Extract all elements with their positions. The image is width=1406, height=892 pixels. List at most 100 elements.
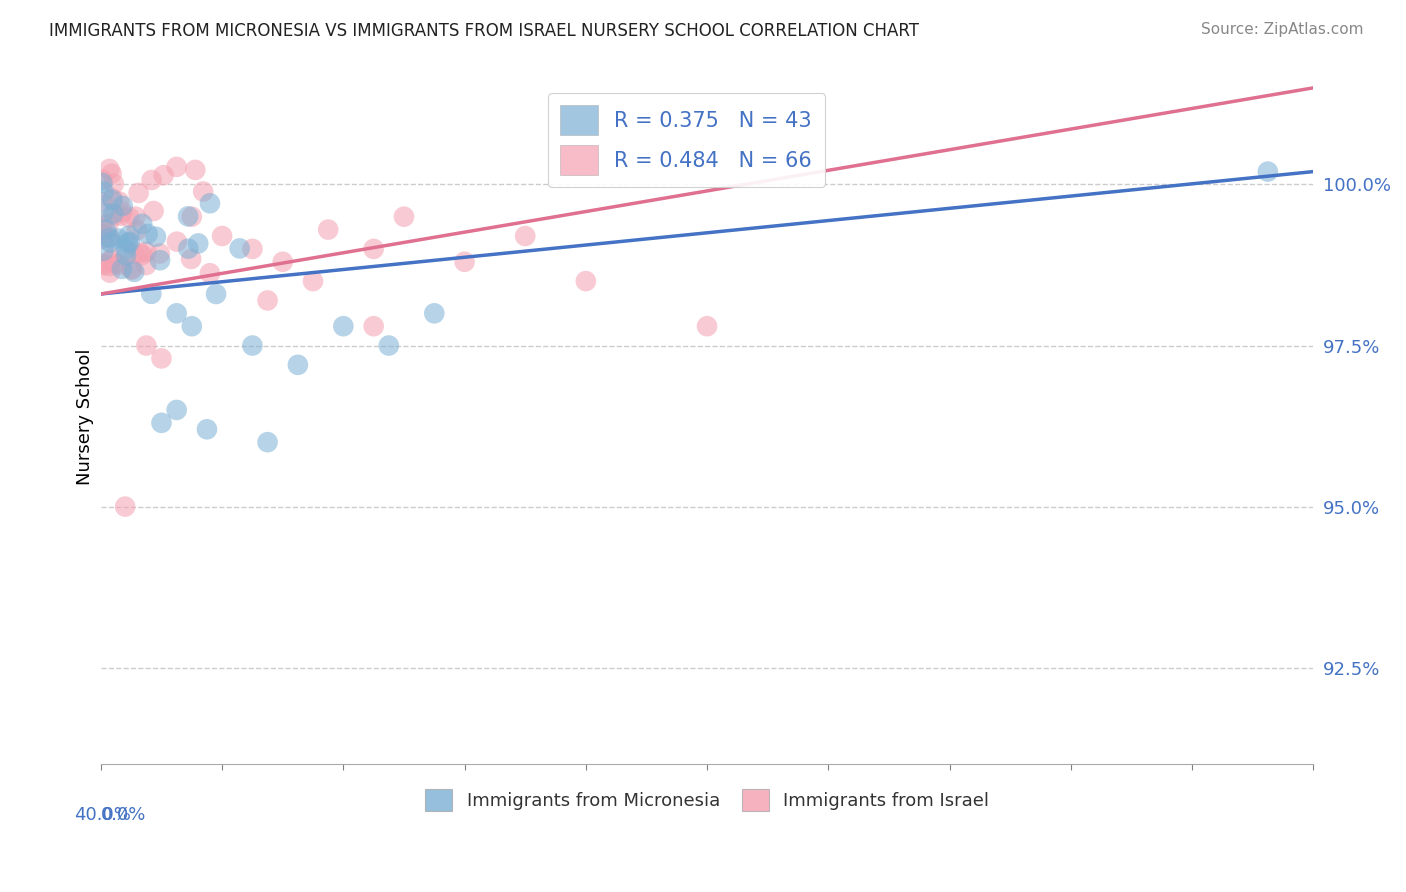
Point <box>696 319 718 334</box>
Point <box>118 235 141 249</box>
Point <box>120 261 142 276</box>
Point <box>131 217 153 231</box>
Point <box>97 217 120 231</box>
Point <box>114 500 136 514</box>
Point <box>205 287 228 301</box>
Point <box>91 176 114 190</box>
Point <box>111 199 134 213</box>
Point <box>91 216 114 230</box>
Point <box>187 236 209 251</box>
Point <box>128 245 150 260</box>
Point <box>135 258 157 272</box>
Point <box>453 254 475 268</box>
Point <box>98 231 121 245</box>
Point <box>101 193 124 207</box>
Point <box>121 262 143 277</box>
Point <box>100 167 122 181</box>
Point <box>91 195 114 210</box>
Point <box>287 358 309 372</box>
Point <box>198 196 221 211</box>
Point <box>332 319 354 334</box>
Point <box>93 244 115 258</box>
Point <box>135 244 157 259</box>
Point <box>145 229 167 244</box>
Point <box>103 177 125 191</box>
Point <box>108 194 131 209</box>
Point <box>103 206 125 220</box>
Point <box>118 228 141 243</box>
Point <box>195 422 218 436</box>
Text: Source: ZipAtlas.com: Source: ZipAtlas.com <box>1201 22 1364 37</box>
Point <box>98 266 121 280</box>
Point <box>228 241 250 255</box>
Point <box>117 236 139 251</box>
Point <box>256 293 278 308</box>
Point <box>103 257 125 271</box>
Point <box>131 248 153 262</box>
Y-axis label: Nursery School: Nursery School <box>76 348 94 484</box>
Point <box>184 162 207 177</box>
Point <box>363 319 385 334</box>
Point <box>93 185 115 199</box>
Point <box>302 274 325 288</box>
Point <box>515 229 537 244</box>
Point <box>122 265 145 279</box>
Point <box>149 253 172 268</box>
Point <box>100 253 122 268</box>
Point <box>177 210 200 224</box>
Point <box>136 227 159 241</box>
Point <box>91 227 114 241</box>
Legend: Immigrants from Micronesia, Immigrants from Israel: Immigrants from Micronesia, Immigrants f… <box>418 781 997 818</box>
Point <box>149 246 172 260</box>
Point <box>152 168 174 182</box>
Point <box>177 242 200 256</box>
Point <box>166 403 188 417</box>
Point <box>111 261 134 276</box>
Point <box>101 251 124 265</box>
Point <box>98 230 121 244</box>
Point <box>91 258 114 272</box>
Point <box>93 205 115 219</box>
Point <box>166 160 188 174</box>
Point <box>242 242 264 256</box>
Point <box>118 211 141 225</box>
Point <box>115 249 138 263</box>
Point <box>150 351 173 366</box>
Point <box>111 205 134 219</box>
Point <box>125 223 148 237</box>
Point <box>141 286 163 301</box>
Text: 0.0%: 0.0% <box>101 806 146 824</box>
Point <box>211 229 233 244</box>
Point <box>180 252 202 266</box>
Point <box>142 204 165 219</box>
Point <box>94 223 117 237</box>
Point <box>363 242 385 256</box>
Point <box>122 246 145 260</box>
Point <box>135 338 157 352</box>
Point <box>180 319 202 334</box>
Text: 40.0%: 40.0% <box>75 806 131 824</box>
Point <box>423 306 446 320</box>
Point <box>98 161 121 176</box>
Point <box>1257 164 1279 178</box>
Point <box>191 185 214 199</box>
Point <box>91 221 114 235</box>
Point <box>180 210 202 224</box>
Point <box>378 338 401 352</box>
Point <box>575 274 598 288</box>
Point <box>108 258 131 272</box>
Point <box>110 209 132 223</box>
Point <box>166 306 188 320</box>
Point <box>242 338 264 352</box>
Point <box>150 416 173 430</box>
Text: IMMIGRANTS FROM MICRONESIA VS IMMIGRANTS FROM ISRAEL NURSERY SCHOOL CORRELATION : IMMIGRANTS FROM MICRONESIA VS IMMIGRANTS… <box>49 22 920 40</box>
Point <box>101 192 124 206</box>
Point <box>271 254 294 268</box>
Point <box>392 210 415 224</box>
Point <box>107 231 129 245</box>
Point <box>98 259 121 273</box>
Point <box>256 435 278 450</box>
Point <box>124 210 146 224</box>
Point <box>128 186 150 200</box>
Point <box>91 232 114 246</box>
